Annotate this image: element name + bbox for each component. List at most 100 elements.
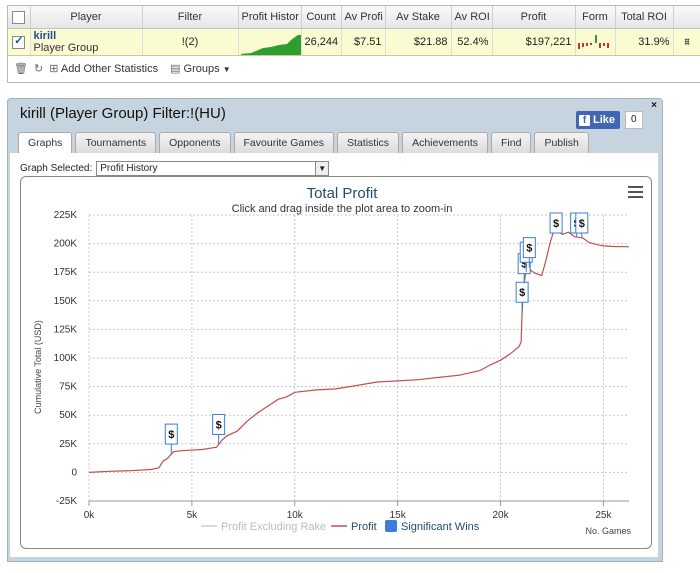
count-cell: 26,244 xyxy=(301,28,342,56)
y-tick-label: 75K xyxy=(59,382,77,393)
like-count: 0 xyxy=(625,111,643,129)
chart-title: Total Profit xyxy=(307,185,379,202)
column-header-av-roi[interactable]: Av ROI xyxy=(451,6,493,29)
profit-chart[interactable]: Total Profit Click and drag inside the p… xyxy=(20,176,652,549)
column-header-profit[interactable]: Profit xyxy=(492,6,576,29)
table-row[interactable]: kirill Player Group !(2) 26,244 $7.51 $2… xyxy=(8,28,700,56)
row-select-cell[interactable] xyxy=(8,28,31,56)
dollar-icon: $ xyxy=(526,243,532,255)
chevron-down-icon[interactable]: ▼ xyxy=(315,162,329,175)
row-checkbox[interactable] xyxy=(12,34,26,49)
significant-win-flag[interactable]: $ xyxy=(575,212,589,238)
form-cell xyxy=(575,28,616,56)
profit-history-sparkline-cell xyxy=(238,28,302,56)
facebook-like-widget: f Like 0 xyxy=(576,111,643,129)
chart-subtitle: Click and drag inside the plot area to z… xyxy=(232,203,453,215)
dollar-icon: $ xyxy=(168,429,174,441)
significant-win-flag[interactable]: $ xyxy=(515,281,529,313)
flag-box xyxy=(212,413,226,435)
flag-box xyxy=(515,281,529,303)
graph-selected-label: Graph Selected: xyxy=(20,163,93,174)
flag-box xyxy=(164,423,178,445)
profit-chart-svg[interactable]: Total Profit Click and drag inside the p… xyxy=(21,177,651,548)
grid-add-icon: ⊞ xyxy=(49,62,59,75)
tab-tournaments[interactable]: Tournaments xyxy=(75,132,157,153)
filter-cell[interactable]: !(2) xyxy=(142,28,239,56)
column-header-profit-history[interactable]: Profit Histor xyxy=(238,6,302,29)
player-name[interactable]: kirill xyxy=(33,30,57,42)
y-axis-label: Cumulative Total (USD) xyxy=(33,320,43,414)
tab-publish[interactable]: Publish xyxy=(534,132,589,153)
column-header-av-profit[interactable]: Av Profi xyxy=(341,6,386,29)
significant-win-flag[interactable]: $ xyxy=(522,237,536,268)
dollar-icon: $ xyxy=(519,287,525,299)
legend-label: Profit Excluding Rake xyxy=(221,521,326,533)
column-header-player[interactable]: Player xyxy=(30,6,143,29)
tab-achievements[interactable]: Achievements xyxy=(402,132,489,153)
profit-cell: $197,221 xyxy=(492,28,576,56)
x-axis-label: No. Games xyxy=(585,526,631,536)
statistics-table: Player Filter Profit Histor Count Av Pro… xyxy=(8,6,700,56)
x-tick-label: 5k xyxy=(187,510,199,521)
graph-selector: Graph Selected: Profit History ▼ xyxy=(20,161,330,176)
column-header-total-roi[interactable]: Total ROI xyxy=(615,6,674,29)
chart-grid xyxy=(88,214,629,502)
add-other-statistics-label: Add Other Statistics xyxy=(60,62,159,75)
dollar-icon: $ xyxy=(521,259,527,271)
trash-icon[interactable]: 🗑 xyxy=(14,62,28,75)
chevron-down-icon: ▼ xyxy=(222,64,231,74)
panel-title: kirill (Player Group) Filter:!(HU) xyxy=(20,105,226,122)
facebook-icon: f xyxy=(579,114,590,126)
expand-cell[interactable]: ⩩ xyxy=(673,28,700,56)
refresh-icon[interactable]: ↻ xyxy=(33,62,44,75)
av-profit-cell: $7.51 xyxy=(341,28,386,56)
chart-menu-icon[interactable] xyxy=(628,186,643,201)
flag-box xyxy=(575,212,589,234)
graphs-content: Graph Selected: Profit History ▼ Total P… xyxy=(10,153,658,557)
select-all-checkbox[interactable] xyxy=(12,10,26,24)
column-header-av-stake[interactable]: Av Stake xyxy=(385,6,452,29)
y-tick-label: 25K xyxy=(59,439,77,450)
dollar-icon: $ xyxy=(579,218,585,230)
legend-label: Significant Wins xyxy=(401,521,480,533)
x-tick-label: 20k xyxy=(492,510,509,521)
form-bars xyxy=(577,35,609,49)
player-type: Player Group xyxy=(33,42,99,54)
tab-favourite-games[interactable]: Favourite Games xyxy=(233,132,335,153)
groups-label: Groups xyxy=(183,62,220,75)
y-axis-ticks: -25K 0 25K 50K 75K 100K 125K 150K 175K 200K 225K xyxy=(54,210,78,507)
legend-item[interactable]: Significant Wins xyxy=(385,520,480,533)
av-roi-cell: 52.4% xyxy=(451,28,493,56)
tab-find[interactable]: Find xyxy=(491,132,532,153)
x-tick-label: 25k xyxy=(595,510,612,521)
y-tick-label: 125K xyxy=(54,324,78,335)
column-header-spacer xyxy=(673,6,700,29)
column-header-form[interactable]: Form xyxy=(575,6,616,29)
flag-box xyxy=(549,212,563,234)
column-header-count[interactable]: Count xyxy=(301,6,342,29)
column-header-filter[interactable]: Filter xyxy=(142,6,239,29)
legend-item[interactable]: Profit Excluding Rake xyxy=(201,521,326,533)
graph-select[interactable]: Profit History ▼ xyxy=(96,161,330,176)
dollar-icon: $ xyxy=(553,218,559,230)
close-icon[interactable]: × xyxy=(651,100,657,111)
tab-graphs[interactable]: Graphs xyxy=(18,132,73,154)
tab-statistics[interactable]: Statistics xyxy=(337,132,400,153)
significant-win-flag[interactable]: $ xyxy=(164,423,178,455)
chart-legend[interactable]: Profit Excluding Rake Profit Significant W… xyxy=(201,520,480,533)
groups-dropdown[interactable]: ▤ Groups ▼ xyxy=(170,62,231,75)
player-cell[interactable]: kirill Player Group xyxy=(30,28,143,56)
total-roi-cell: 31.9% xyxy=(615,28,674,56)
facebook-like-button[interactable]: f Like xyxy=(576,111,621,129)
tab-opponents[interactable]: Opponents xyxy=(159,132,231,153)
statistics-grid: Player Filter Profit Histor Count Av Pro… xyxy=(7,5,700,83)
legend-item[interactable]: Profit xyxy=(331,521,377,533)
add-other-statistics-button[interactable]: ⊞ Add Other Statistics xyxy=(49,62,158,75)
x-tick-label: 10k xyxy=(287,510,304,521)
y-tick-label: 0 xyxy=(71,467,77,478)
significant-win-flag[interactable]: $ xyxy=(549,212,563,234)
significant-win-flag[interactable]: $ xyxy=(212,413,226,445)
legend-label: Profit xyxy=(351,521,377,533)
collapse-arrows-icon[interactable]: ⩩ xyxy=(684,37,690,48)
select-all-header[interactable] xyxy=(8,6,31,29)
